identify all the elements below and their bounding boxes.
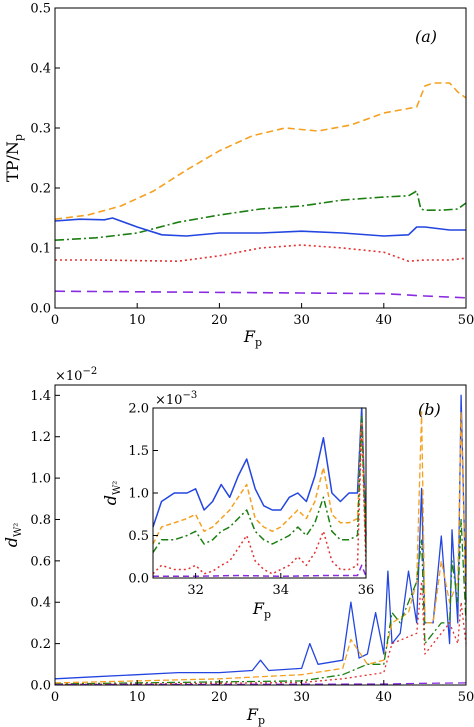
inset-y-tick-label: 1.5 bbox=[128, 444, 149, 459]
panel-b-frame bbox=[54, 384, 467, 686]
panel-a-frame bbox=[54, 7, 467, 309]
panel-a-x-tick-label: 30 bbox=[293, 313, 310, 328]
panel-b-y-tick-label: 0.8 bbox=[30, 513, 51, 528]
panel-a-series-line-3 bbox=[54, 217, 466, 237]
inset-series-line-3 bbox=[152, 415, 367, 553]
panel-b-xlabel: Fp bbox=[246, 705, 265, 727]
panel-a-x-tick-label: 40 bbox=[376, 313, 393, 328]
panel-a-series-line-2 bbox=[54, 190, 467, 241]
inset-y-tick-label: 0.0 bbox=[128, 572, 149, 587]
panel-b-y-tick-label: 0.6 bbox=[30, 554, 51, 569]
inset-multiplier: ×10−3 bbox=[155, 390, 197, 408]
panel-a-ylabel: TP/Np bbox=[3, 134, 25, 182]
panel-b-x-tick-label: 40 bbox=[376, 690, 393, 705]
panel-a-y-tick-label: 0.1 bbox=[30, 242, 51, 257]
panel-b-x-tick-label: 30 bbox=[293, 690, 310, 705]
panel-b-x-tick-label: 20 bbox=[211, 690, 228, 705]
panel-b-y-tick-label: 1.4 bbox=[30, 389, 51, 404]
inset-y-tick-label: 0.5 bbox=[128, 529, 149, 544]
panel-a-x-tick-label: 50 bbox=[458, 313, 474, 328]
panel-b-y-tick-label: 0.0 bbox=[30, 679, 51, 694]
inset-chart: 32 34 36 0.0 0.5 1.0 1.5 2.0 ×10−3 Fp dW² bbox=[101, 390, 374, 621]
panel-b-multiplier: ×10−2 bbox=[55, 366, 97, 384]
panel-b-label: (b) bbox=[418, 400, 441, 419]
panel-b-series-line-4 bbox=[54, 580, 467, 686]
panel-b-series-line-3 bbox=[54, 518, 467, 685]
inset-series bbox=[152, 407, 367, 578]
panel-a-y-tick-label: 0.3 bbox=[30, 122, 51, 137]
panel-b-chart: 0 10 20 30 40 50 0.0 0.2 0.4 0.6 0.8 1.0 1.2 1.4 ×10−… bbox=[2, 366, 474, 727]
inset-series-line-1 bbox=[152, 407, 367, 536]
panel-b-series-line-2 bbox=[54, 411, 467, 684]
panel-b-ticks: 0 10 20 30 40 50 0.0 0.2 0.4 0.6 0.8 1.0 1.2 1.4 bbox=[30, 389, 474, 705]
panel-b-y-tick-label: 0.2 bbox=[30, 637, 51, 652]
panel-a-y-tick-label: 0.4 bbox=[30, 62, 51, 77]
inset-x-tick-label: 34 bbox=[273, 583, 290, 598]
inset-series-line-4 bbox=[152, 424, 367, 575]
panel-a-y-tick-label: 0.5 bbox=[30, 2, 51, 17]
panel-a-series-line-5 bbox=[54, 290, 467, 299]
inset-y-tick-label: 1.0 bbox=[128, 487, 149, 502]
panel-b-y-tick-label: 0.4 bbox=[30, 596, 51, 611]
panel-b-x-tick-label: 50 bbox=[458, 690, 474, 705]
panel-a-ticks: 0 10 20 30 40 50 0.0 0.1 0.2 0.3 0.4 0.5 bbox=[30, 2, 474, 329]
inset-xlabel: Fp bbox=[252, 599, 271, 621]
panel-a-x-tick-label: 0 bbox=[51, 313, 59, 328]
panel-a-xlabel: Fp bbox=[243, 327, 262, 349]
panel-a-x-tick-label: 20 bbox=[211, 313, 228, 328]
panel-a-x-tick-label: 10 bbox=[129, 313, 146, 328]
inset-series-line-5 bbox=[153, 564, 367, 578]
panel-b-ylabel: dW² bbox=[2, 523, 24, 548]
panel-a-series-line-1 bbox=[54, 82, 467, 220]
inset-ylabel: dW² bbox=[101, 481, 123, 506]
panel-b-series-line-1 bbox=[54, 394, 467, 680]
inset-x-tick-label: 32 bbox=[187, 583, 204, 598]
inset-ticks: 32 34 36 0.0 0.5 1.0 1.5 2.0 bbox=[128, 402, 374, 599]
panel-a-y-tick-label: 0.0 bbox=[30, 302, 51, 317]
inset-series-line-2 bbox=[152, 415, 367, 545]
inset-x-tick-label: 36 bbox=[358, 583, 375, 598]
panel-b-y-tick-label: 1.0 bbox=[30, 472, 51, 487]
panel-a-series-line-4 bbox=[55, 244, 467, 262]
panel-b-x-tick-label: 10 bbox=[129, 690, 146, 705]
panel-b-y-tick-label: 1.2 bbox=[30, 430, 51, 445]
inset-y-tick-label: 2.0 bbox=[128, 402, 149, 417]
panel-a-label: (a) bbox=[415, 27, 437, 46]
panel-a-series bbox=[54, 82, 467, 299]
panel-a-chart: 0 10 20 30 40 50 0.0 0.1 0.2 0.3 0.4 0.5 (a) Fp TP/… bbox=[3, 2, 474, 350]
panel-b-x-tick-label: 0 bbox=[51, 690, 59, 705]
panel-a-y-tick-label: 0.2 bbox=[30, 182, 51, 197]
